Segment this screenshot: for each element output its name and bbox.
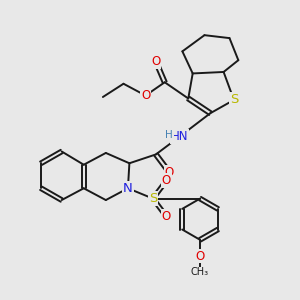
Text: O: O [162,174,171,188]
Text: O: O [195,250,205,262]
Text: CH₃: CH₃ [191,267,209,277]
Text: O: O [151,55,160,68]
Text: O: O [162,210,171,223]
Text: H: H [165,130,173,140]
Text: S: S [230,93,238,106]
Text: O: O [164,166,174,178]
Text: N: N [123,182,133,195]
Text: HN: HN [171,130,188,143]
Text: S: S [149,192,157,205]
Text: O: O [141,89,150,102]
